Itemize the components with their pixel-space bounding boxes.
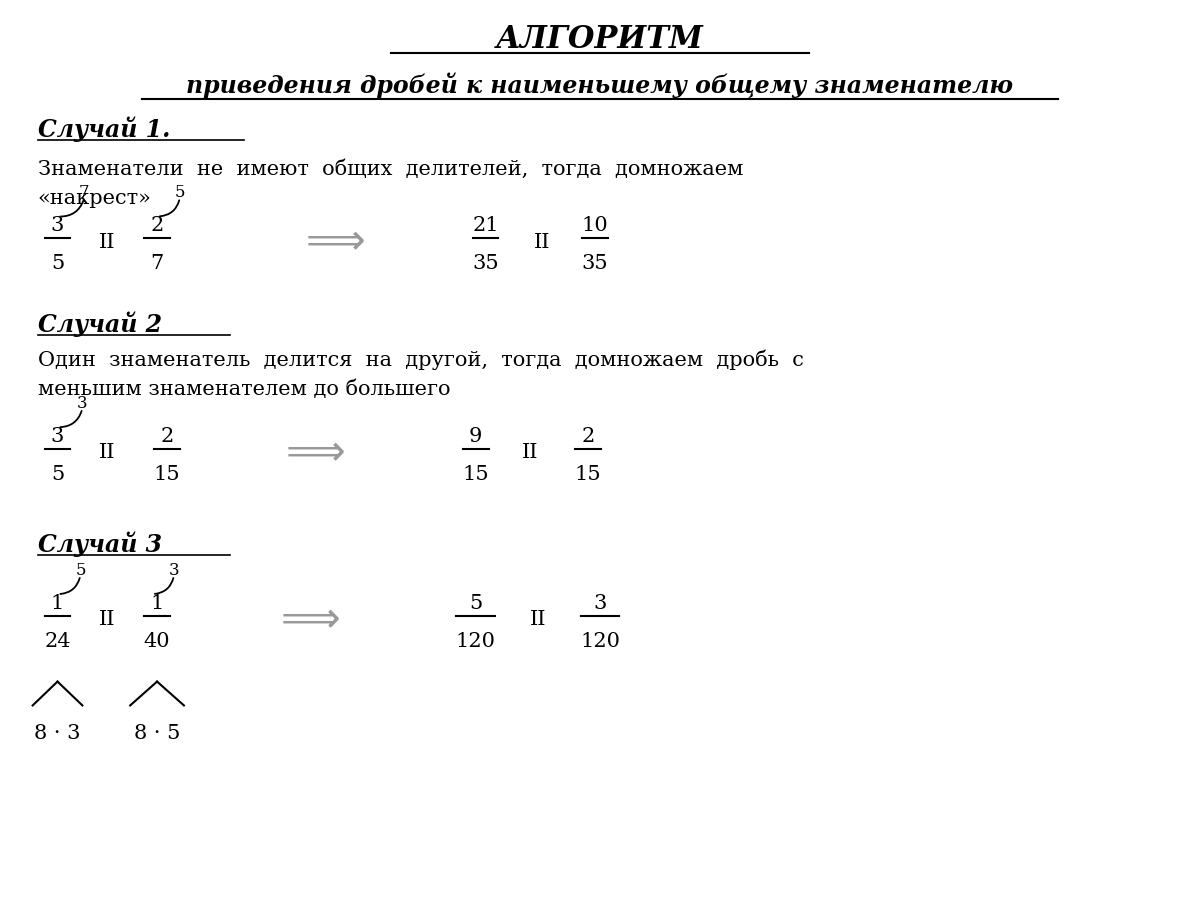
Text: 40: 40: [144, 632, 170, 651]
Text: 7: 7: [150, 254, 163, 273]
Text: 2: 2: [150, 216, 163, 235]
Text: 3: 3: [169, 562, 179, 579]
Text: 8 · 5: 8 · 5: [134, 724, 180, 743]
Text: II: II: [100, 233, 115, 252]
Text: II: II: [100, 443, 115, 462]
Text: II: II: [522, 443, 539, 462]
Text: 2: 2: [161, 427, 174, 446]
Text: 1: 1: [150, 594, 163, 613]
Text: АЛГОРИТМ: АЛГОРИТМ: [496, 24, 704, 55]
Text: 5: 5: [50, 254, 64, 273]
Text: 15: 15: [575, 465, 601, 484]
Text: 120: 120: [456, 632, 496, 651]
Text: Случай 2: Случай 2: [37, 311, 162, 337]
Text: 24: 24: [44, 632, 71, 651]
Text: меньшим знаменателем до большего: меньшим знаменателем до большего: [37, 379, 450, 399]
Text: 8 · 3: 8 · 3: [35, 724, 80, 743]
Text: Знаменатели  не  имеют  общих  делителей,  тогда  домножаем: Знаменатели не имеют общих делителей, то…: [37, 159, 743, 178]
Text: 15: 15: [462, 465, 488, 484]
Text: II: II: [530, 611, 546, 630]
Text: 3: 3: [593, 594, 607, 613]
Text: 35: 35: [582, 254, 608, 273]
Text: $\Longrightarrow$: $\Longrightarrow$: [277, 430, 346, 472]
Text: 5: 5: [469, 594, 482, 613]
Text: приведения дробей к наименьшему общему знаменателю: приведения дробей к наименьшему общему з…: [186, 72, 1014, 98]
Text: Случай 1.: Случай 1.: [37, 116, 170, 142]
Text: 7: 7: [79, 184, 90, 201]
Text: 2: 2: [582, 427, 595, 446]
Text: 120: 120: [580, 632, 620, 651]
Text: II: II: [100, 611, 115, 630]
Text: II: II: [534, 233, 551, 252]
Text: «накрест»: «накрест»: [37, 189, 151, 208]
Text: 21: 21: [473, 216, 499, 235]
Text: 9: 9: [469, 427, 482, 446]
Text: 15: 15: [154, 465, 180, 484]
Text: 35: 35: [473, 254, 499, 273]
Text: $\Longrightarrow$: $\Longrightarrow$: [272, 597, 341, 639]
Text: 5: 5: [76, 562, 85, 579]
Text: 5: 5: [175, 184, 185, 201]
Text: 3: 3: [77, 395, 88, 412]
Text: 3: 3: [50, 216, 65, 235]
Text: 5: 5: [50, 465, 64, 484]
Text: Случай 3: Случай 3: [37, 531, 162, 557]
Text: 3: 3: [50, 427, 65, 446]
Text: 10: 10: [582, 216, 608, 235]
Text: 1: 1: [50, 594, 65, 613]
Text: $\Longrightarrow$: $\Longrightarrow$: [298, 219, 365, 262]
Text: Один  знаменатель  делится  на  другой,  тогда  домножаем  дробь  с: Один знаменатель делится на другой, тогд…: [37, 349, 804, 370]
